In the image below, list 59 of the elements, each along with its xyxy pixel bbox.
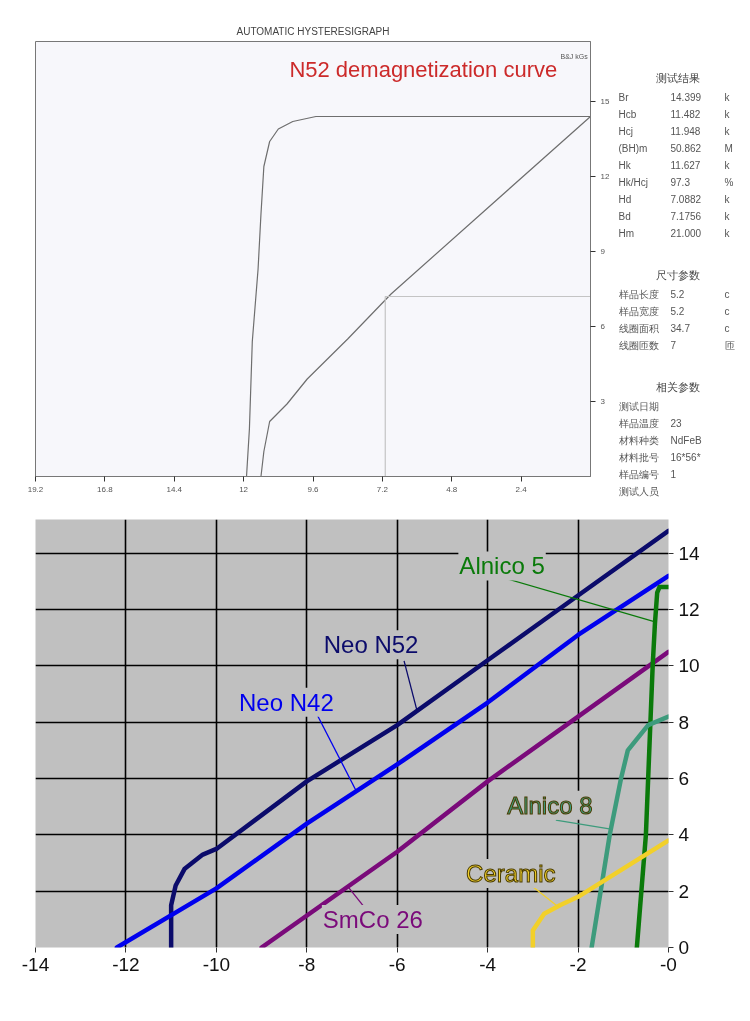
x-tick-label: 4.8 <box>446 484 458 494</box>
y-tick-label: 4 <box>678 824 690 846</box>
text: Hm 21.000 k <box>618 227 730 239</box>
text: 样品编号 1 <box>618 468 677 480</box>
y-tick-label: 12 <box>678 599 700 621</box>
y-tick-label: 3 <box>600 397 606 406</box>
y-tick-label: 12 <box>600 172 610 181</box>
series-label: Alnico 8 <box>507 791 593 819</box>
y-tick-label: 6 <box>600 322 606 331</box>
y-tick-label: 0 <box>678 937 690 958</box>
legend-label: SmCo 26 <box>322 906 423 934</box>
text: Br 14.399 k <box>618 91 730 103</box>
x-tick-label: -0 <box>660 953 677 975</box>
text: Hcb 11.482 k <box>618 108 730 120</box>
x-tick-label: -2 <box>569 953 587 975</box>
text: 测试人员 <box>618 485 659 497</box>
text: Hcj 11.948 k <box>618 125 730 137</box>
text: 材料种类 NdFeB <box>618 434 702 446</box>
text: 测试结果 <box>655 71 700 84</box>
text: Hd 7.0882 k <box>618 193 730 205</box>
text: (BH)m 50.862 M <box>618 142 733 154</box>
text: 相关参数 <box>655 380 700 393</box>
text: N52 demagnetization curve <box>289 57 558 83</box>
y-tick-label: 15 <box>600 97 610 106</box>
y-tick-label: 14 <box>678 542 701 564</box>
y-tick-label: 10 <box>678 655 700 677</box>
text: Hk 11.627 k <box>618 159 730 171</box>
x-tick-label: -12 <box>112 953 140 975</box>
y-tick-label: 2 <box>678 880 690 902</box>
text: Neo N42 <box>239 688 334 716</box>
x-tick-label: -8 <box>298 953 316 975</box>
text: Alnico 5 <box>459 552 545 580</box>
series-label: Ceramic <box>466 859 556 887</box>
text: 测试日期 <box>618 400 659 412</box>
text: 样品温度 23 <box>618 417 682 429</box>
x-tick-label: 14.4 <box>166 484 183 494</box>
x-tick-label: 2.4 <box>515 484 528 494</box>
x-tick-label: 12 <box>239 484 249 494</box>
y-tick-label: 8 <box>678 711 690 733</box>
x-tick-label: 7.2 <box>376 484 389 494</box>
series-label: Neo N52 <box>323 631 419 659</box>
x-tick-label: 19.2 <box>27 484 44 494</box>
text: 样品长度 5.2 c <box>618 288 730 300</box>
text: Hk/Hcj 97.3 % <box>618 176 734 188</box>
text: 样品宽度 5.2 c <box>618 305 730 317</box>
text: 线圈匝数 7 匝 <box>618 339 735 351</box>
text: 材料批号 16*56* <box>618 451 701 463</box>
chart-title: AUTOMATIC HYSTERESIGRAPH <box>236 25 390 37</box>
x-tick-label: -10 <box>202 953 231 975</box>
text: 尺寸参数 <box>655 268 700 281</box>
y-tick-label: 9 <box>600 247 606 256</box>
text: 线圈面积 34.7 c <box>618 322 730 334</box>
x-tick-label: -14 <box>21 953 50 975</box>
x-tick-label: 9.6 <box>307 484 320 494</box>
text: Bd 7.1756 k <box>618 210 730 222</box>
x-tick-label: 16.8 <box>97 484 114 494</box>
x-tick-label: -4 <box>479 953 497 975</box>
y-tick-label: 6 <box>678 768 690 790</box>
x-tick-label: -6 <box>388 953 406 975</box>
